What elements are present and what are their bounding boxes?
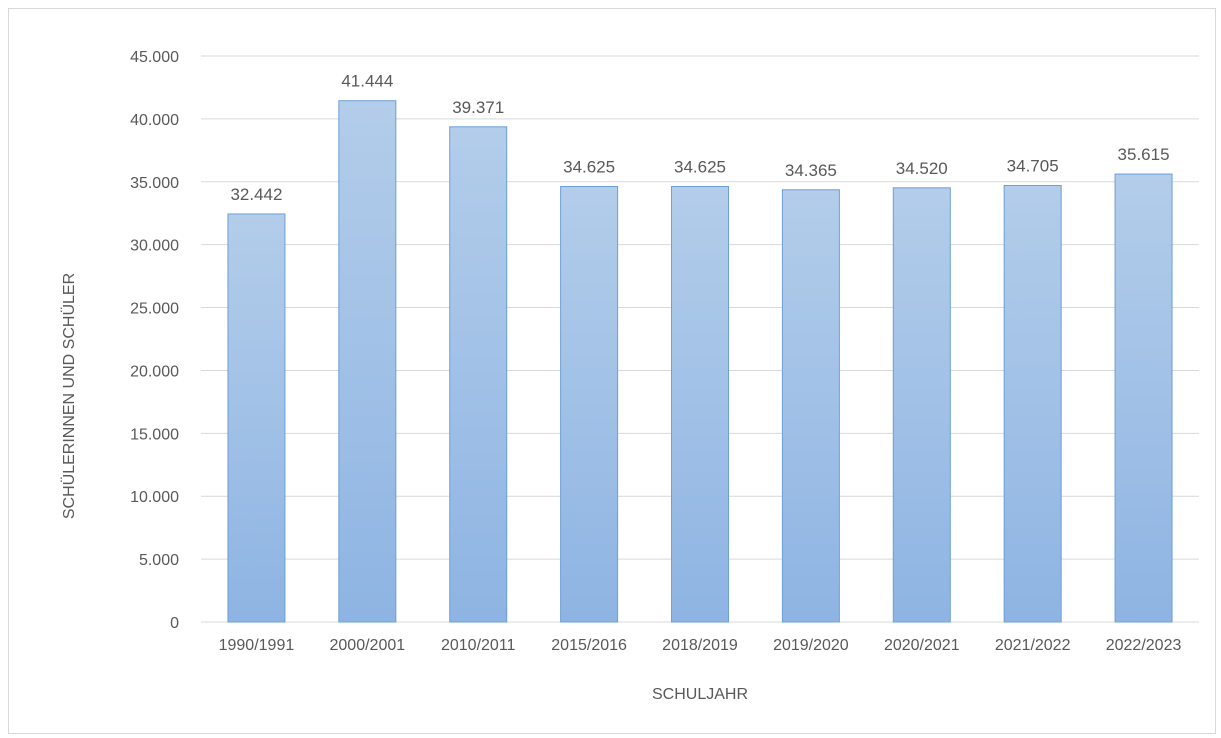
y-tick-label: 30.000 [130, 238, 179, 255]
y-tick-label: 25.000 [130, 301, 179, 318]
y-tick-label: 5.000 [139, 552, 179, 569]
bar [560, 185, 619, 623]
data-label: 34.625 [563, 157, 615, 176]
x-axis-ticks: 1990/1991 2000/2001 2010/2011 2015/2016 2018… [219, 637, 1182, 654]
x-tick-label: 1990/1991 [219, 637, 295, 654]
y-axis-title: SCHÜLERINNEN UND SCHÜLER [60, 273, 78, 519]
x-tick-label: 2018/2019 [662, 637, 738, 654]
data-label: 34.520 [896, 159, 948, 178]
y-tick-label: 20.000 [130, 363, 179, 380]
data-label: 39.371 [452, 98, 504, 117]
x-tick-label: 2019/2020 [773, 637, 849, 654]
bar [338, 100, 397, 623]
bar [781, 189, 840, 623]
x-tick-label: 2015/2016 [551, 637, 627, 654]
x-tick-label: 2022/2023 [1106, 637, 1182, 654]
bar [671, 185, 729, 623]
x-tick-label: 2000/2001 [330, 637, 406, 654]
y-tick-label: 40.000 [130, 112, 179, 129]
bar [892, 187, 951, 623]
x-axis-title: SCHULJAHR [652, 686, 748, 703]
y-tick-label: 10.000 [130, 489, 179, 506]
data-labels: 32.442 41.444 39.371 34.625 34.625 34.365 34.5… [230, 72, 1169, 204]
bar [449, 126, 508, 623]
y-tick-label: 35.000 [130, 175, 179, 192]
x-tick-label: 2020/2021 [884, 637, 960, 654]
x-tick-label: 2021/2022 [995, 637, 1071, 654]
data-label: 35.615 [1118, 145, 1170, 164]
y-tick-label: 45.000 [130, 49, 179, 66]
y-axis-ticks: 0 5.000 10.000 15.000 20.000 25.000 30.000 35.0… [130, 49, 179, 632]
bar [1003, 184, 1062, 623]
bar [227, 213, 286, 623]
x-tick-label: 2010/2011 [441, 637, 516, 654]
data-label: 41.444 [341, 72, 393, 91]
data-label: 34.625 [674, 157, 726, 176]
data-label: 34.705 [1007, 156, 1059, 175]
y-tick-label: 15.000 [130, 426, 179, 443]
y-tick-label: 0 [170, 615, 179, 632]
chart-frame: 0 5.000 10.000 15.000 20.000 25.000 30.000 35.0… [8, 8, 1216, 734]
bar-chart: 0 5.000 10.000 15.000 20.000 25.000 30.000 35.0… [60, 49, 1199, 703]
data-label: 34.365 [785, 161, 837, 180]
bars [227, 100, 1173, 623]
data-label: 32.442 [230, 185, 282, 204]
bar [1114, 173, 1173, 623]
